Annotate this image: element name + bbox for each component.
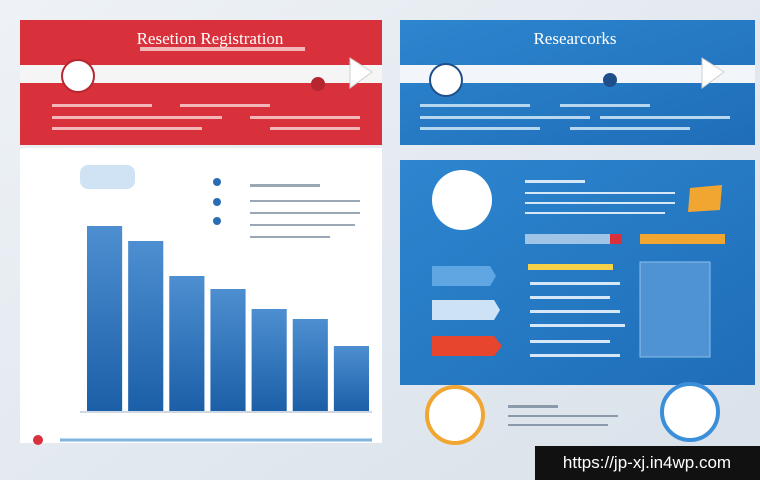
pill bbox=[432, 300, 500, 320]
ring bbox=[425, 385, 485, 445]
text-box bbox=[639, 261, 711, 358]
bar-strip-end bbox=[610, 234, 622, 244]
bar bbox=[169, 276, 205, 411]
right-title: Researcorks bbox=[533, 29, 616, 48]
circle-badge bbox=[432, 170, 492, 230]
arrow bbox=[349, 57, 373, 89]
dot bbox=[311, 77, 325, 91]
text-lines bbox=[52, 47, 360, 130]
dot bbox=[603, 73, 617, 87]
left-title: Resetion Registration bbox=[137, 29, 284, 48]
arrow bbox=[701, 57, 725, 89]
tag bbox=[688, 185, 722, 212]
left-ribbon bbox=[20, 65, 382, 83]
bar bbox=[333, 346, 369, 411]
watermark-box bbox=[535, 446, 760, 480]
text-lines bbox=[525, 180, 675, 357]
text-lines bbox=[250, 184, 360, 238]
callout bbox=[80, 165, 135, 189]
bar-strip bbox=[640, 234, 725, 244]
bar bbox=[292, 319, 328, 411]
badge bbox=[61, 59, 95, 93]
bar bbox=[210, 289, 246, 411]
bar bbox=[128, 241, 164, 411]
pill bbox=[432, 266, 496, 286]
dot bbox=[33, 435, 43, 445]
watermark: https://jp-xj.in4wp.com bbox=[563, 453, 731, 472]
ring bbox=[660, 382, 720, 442]
badge bbox=[429, 63, 463, 97]
text-lines bbox=[420, 104, 730, 130]
bar-strip bbox=[525, 234, 620, 244]
bar bbox=[251, 309, 287, 411]
text-lines bbox=[508, 405, 618, 426]
bullets bbox=[213, 178, 221, 225]
bar-strip bbox=[528, 264, 613, 270]
bar bbox=[87, 226, 123, 411]
pill bbox=[432, 336, 502, 356]
right-ribbon bbox=[400, 65, 755, 83]
